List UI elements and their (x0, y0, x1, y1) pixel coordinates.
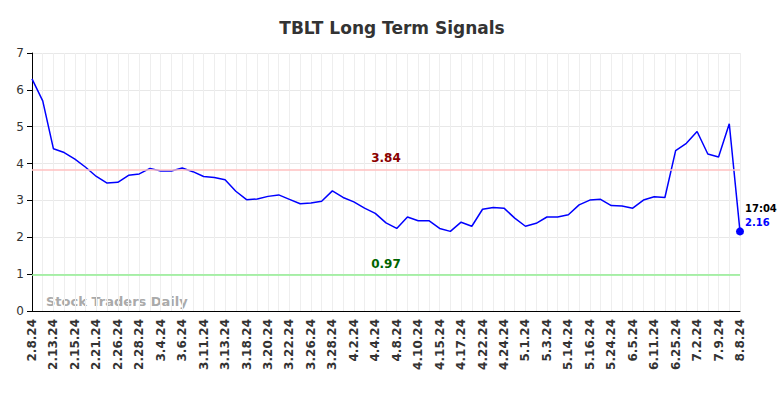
svg-text:3.22.24: 3.22.24 (282, 319, 296, 370)
svg-text:2.16: 2.16 (745, 217, 770, 228)
svg-text:2.15.24: 2.15.24 (68, 319, 82, 370)
svg-text:2.13.24: 2.13.24 (46, 319, 60, 370)
svg-text:2.26.24: 2.26.24 (111, 319, 125, 370)
svg-text:3.6.24: 3.6.24 (175, 319, 189, 362)
svg-text:7: 7 (16, 46, 24, 60)
svg-text:4.22.24: 4.22.24 (476, 319, 490, 370)
svg-text:3.18.24: 3.18.24 (240, 319, 254, 370)
svg-text:5.16.24: 5.16.24 (583, 319, 597, 370)
svg-text:3: 3 (16, 193, 24, 207)
svg-text:6.11.24: 6.11.24 (647, 319, 661, 370)
svg-text:Stock Traders Daily: Stock Traders Daily (46, 294, 188, 309)
svg-text:0: 0 (16, 304, 24, 318)
svg-text:3.11.24: 3.11.24 (197, 319, 211, 370)
svg-text:0.97: 0.97 (371, 257, 401, 271)
svg-text:3.4.24: 3.4.24 (154, 319, 168, 362)
svg-text:6.5.24: 6.5.24 (626, 319, 640, 362)
svg-text:7.9.24: 7.9.24 (712, 319, 726, 362)
svg-text:1: 1 (16, 267, 24, 281)
svg-text:6.25.24: 6.25.24 (669, 319, 683, 370)
svg-text:5.24.24: 5.24.24 (604, 319, 618, 370)
svg-text:3.84: 3.84 (371, 151, 401, 165)
svg-text:4.15.24: 4.15.24 (433, 319, 447, 370)
svg-text:2.28.24: 2.28.24 (132, 319, 146, 370)
svg-text:4.10.24: 4.10.24 (411, 319, 425, 370)
svg-text:3.26.24: 3.26.24 (304, 319, 318, 370)
svg-text:5.3.24: 5.3.24 (540, 319, 554, 362)
svg-text:5: 5 (16, 120, 24, 134)
svg-text:4.24.24: 4.24.24 (497, 319, 511, 370)
svg-text:17:04: 17:04 (745, 203, 777, 214)
svg-text:6: 6 (16, 83, 24, 97)
svg-text:4.4.24: 4.4.24 (368, 319, 382, 362)
svg-text:5.1.24: 5.1.24 (518, 319, 532, 362)
svg-text:4.2.24: 4.2.24 (347, 319, 361, 362)
svg-text:3.13.24: 3.13.24 (218, 319, 232, 370)
svg-text:2.21.24: 2.21.24 (89, 319, 103, 370)
svg-text:5.14.24: 5.14.24 (561, 319, 575, 370)
svg-text:4: 4 (16, 157, 24, 171)
svg-text:2.8.24: 2.8.24 (25, 319, 39, 362)
svg-text:TBLT Long Term Signals: TBLT Long Term Signals (279, 18, 504, 38)
svg-text:4.17.24: 4.17.24 (454, 319, 468, 370)
svg-text:2: 2 (16, 230, 24, 244)
svg-text:7.2.24: 7.2.24 (690, 319, 704, 362)
svg-text:3.20.24: 3.20.24 (261, 319, 275, 370)
svg-text:4.8.24: 4.8.24 (390, 319, 404, 362)
svg-text:8.8.24: 8.8.24 (733, 319, 747, 362)
svg-text:3.28.24: 3.28.24 (325, 319, 339, 370)
